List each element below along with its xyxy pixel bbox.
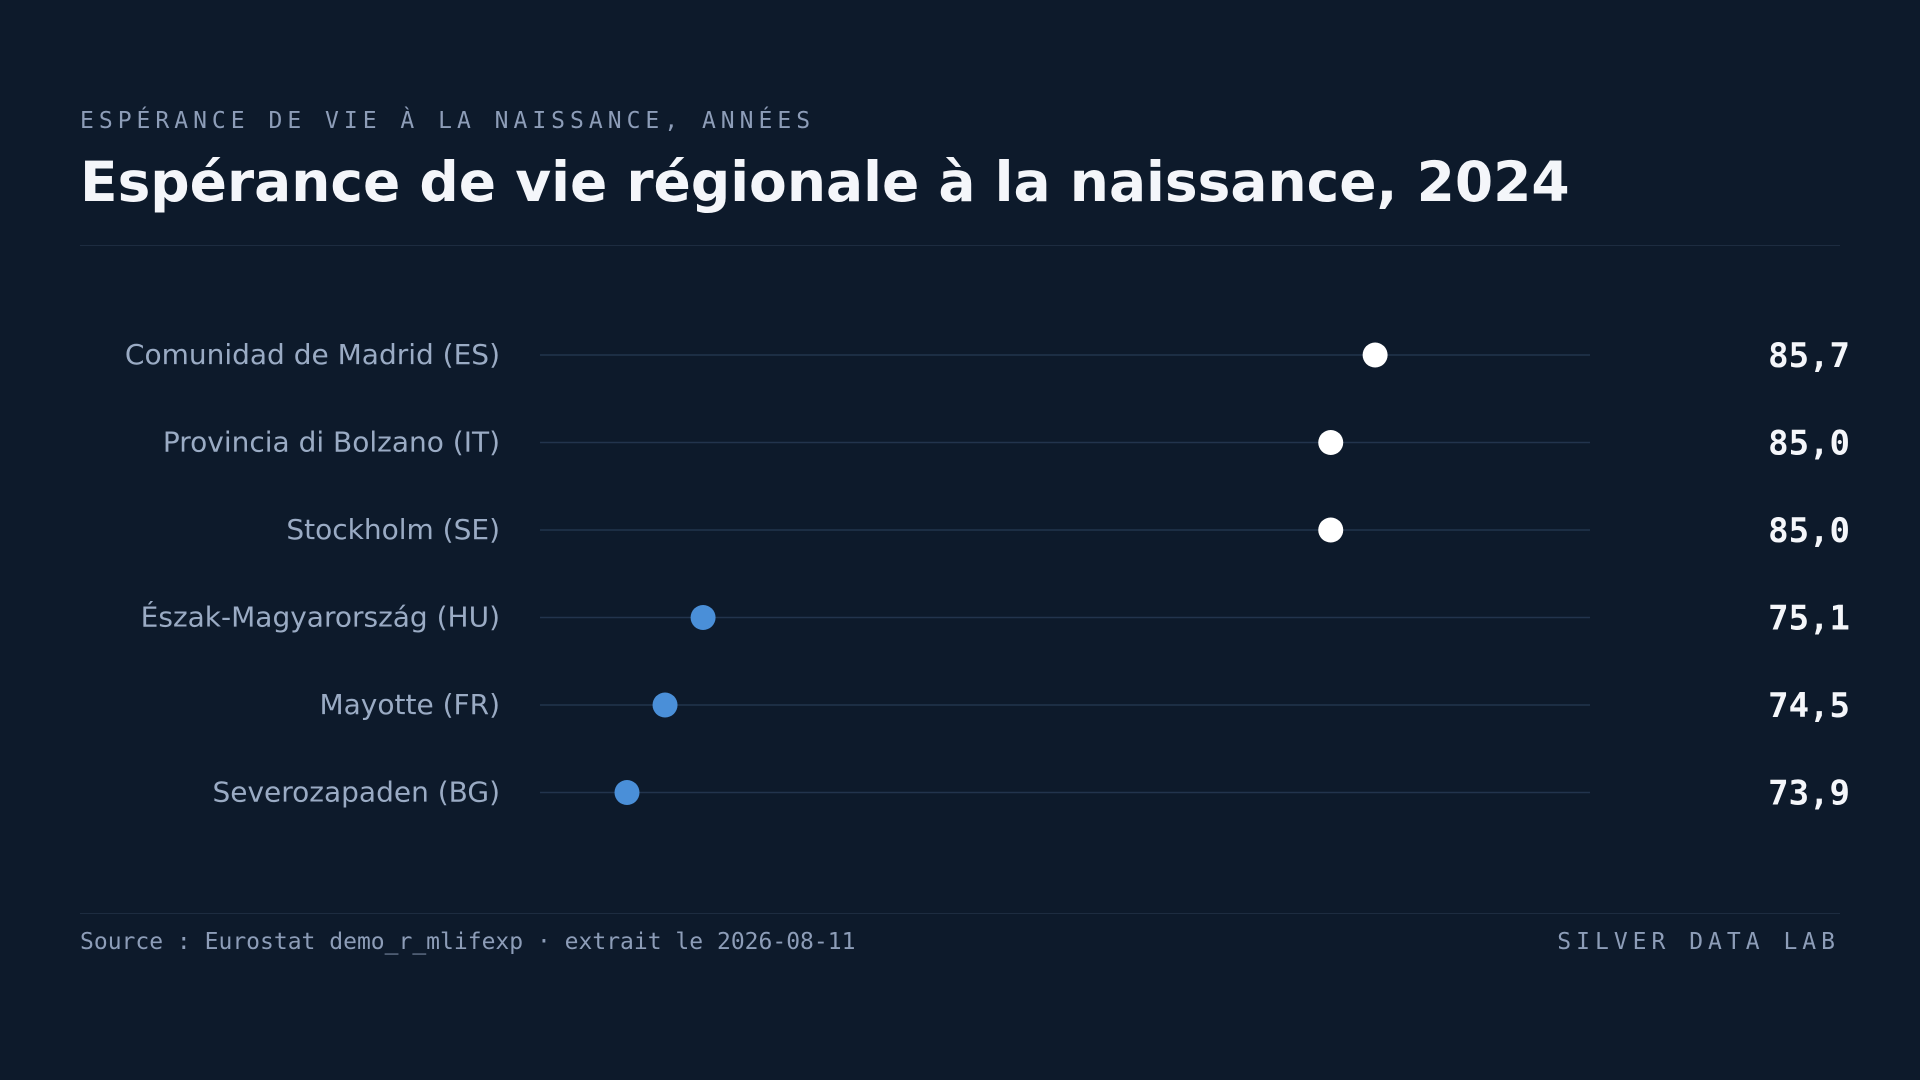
- footer-divider: [80, 913, 1840, 914]
- data-point: [652, 692, 678, 718]
- chart-row: Mayotte (FR) 74,5: [319, 686, 1850, 726]
- category-label: Comunidad de Madrid (ES): [125, 338, 500, 371]
- data-point: [1362, 342, 1388, 368]
- value-label: 73,9: [1768, 774, 1850, 814]
- chart-row: Provincia di Bolzano (IT) 85,0: [163, 424, 1850, 464]
- chart-row: Comunidad de Madrid (ES) 85,7: [125, 336, 1850, 376]
- value-label: 75,1: [1768, 599, 1850, 639]
- data-point: [614, 780, 640, 805]
- source-note: Source : Eurostat demo_r_mlifexp · extra…: [80, 929, 856, 955]
- value-label: 85,7: [1768, 336, 1850, 376]
- value-label: 85,0: [1768, 511, 1850, 551]
- chart-row: Severozapaden (BG) 73,9: [212, 774, 1850, 814]
- chart-row: Stockholm (SE) 85,0: [286, 511, 1850, 551]
- header-divider: [80, 245, 1840, 246]
- data-point: [1318, 517, 1344, 543]
- category-label: Stockholm (SE): [286, 513, 500, 546]
- category-label: Észak-Magyarország (HU): [141, 600, 500, 634]
- chart-kicker: ESPÉRANCE DE VIE À LA NAISSANCE, ANNÉES: [80, 108, 816, 134]
- chart-title: Espérance de vie régionale à la naissanc…: [80, 150, 1570, 214]
- data-point: [690, 605, 716, 630]
- category-label: Provincia di Bolzano (IT): [163, 426, 500, 459]
- chart-row: Észak-Magyarország (HU) 75,1: [141, 599, 1850, 639]
- value-label: 85,0: [1768, 424, 1850, 464]
- value-label: 74,5: [1768, 686, 1850, 726]
- category-label: Mayotte (FR): [319, 688, 500, 721]
- brand-label: SILVER DATA LAB: [1557, 929, 1840, 955]
- category-label: Severozapaden (BG): [212, 776, 500, 809]
- data-point: [1318, 430, 1344, 455]
